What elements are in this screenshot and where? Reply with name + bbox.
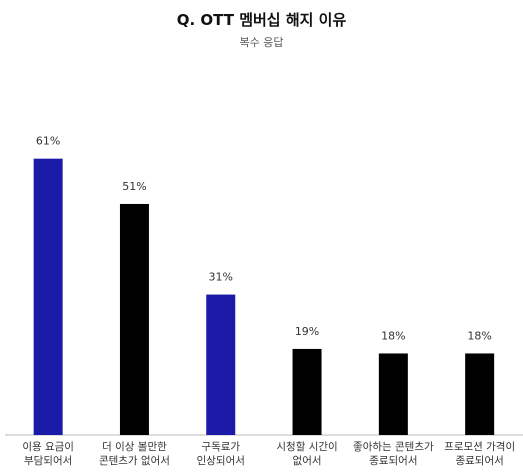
category-label-3-line-2: 인상되어서: [197, 455, 245, 467]
data-label-1: 61%: [36, 135, 60, 148]
bar-1: [33, 158, 63, 436]
category-label-4-line-1: 시청할 시간이: [276, 441, 337, 453]
chart-title: Q. OTT 멤버십 해지 이유: [176, 11, 347, 29]
category-label-1-line-1: 이용 요금이: [22, 441, 74, 453]
category-label-2-line-2: 콘텐츠가 없어서: [99, 454, 170, 467]
category-label-5-line-1: 좋아하는 콘텐츠가: [353, 440, 434, 453]
bar-6: [465, 353, 495, 435]
data-label-4: 19%: [295, 325, 319, 338]
category-label-1-line-2: 부담되어서: [24, 455, 72, 467]
chart-subtitle: 복수 응답: [239, 36, 284, 49]
bar-2: [119, 203, 149, 435]
data-label-2: 51%: [122, 180, 146, 193]
data-label-6: 18%: [467, 329, 491, 342]
bar-4: [292, 348, 322, 435]
bar-3: [206, 294, 236, 435]
category-label-2-line-1: 더 이상 볼만한: [102, 441, 167, 453]
category-label-5-line-2: 종료되어서: [369, 455, 417, 467]
data-label-5: 18%: [381, 329, 405, 342]
category-label-3-line-1: 구독료가: [201, 441, 240, 453]
category-label-4-line-2: 없어서: [293, 454, 322, 467]
category-label-6-line-1: 프로모션 가격이: [444, 440, 515, 453]
bar-5: [378, 353, 408, 435]
data-label-3: 31%: [209, 271, 233, 284]
category-label-6-line-2: 종료되어서: [455, 455, 503, 467]
